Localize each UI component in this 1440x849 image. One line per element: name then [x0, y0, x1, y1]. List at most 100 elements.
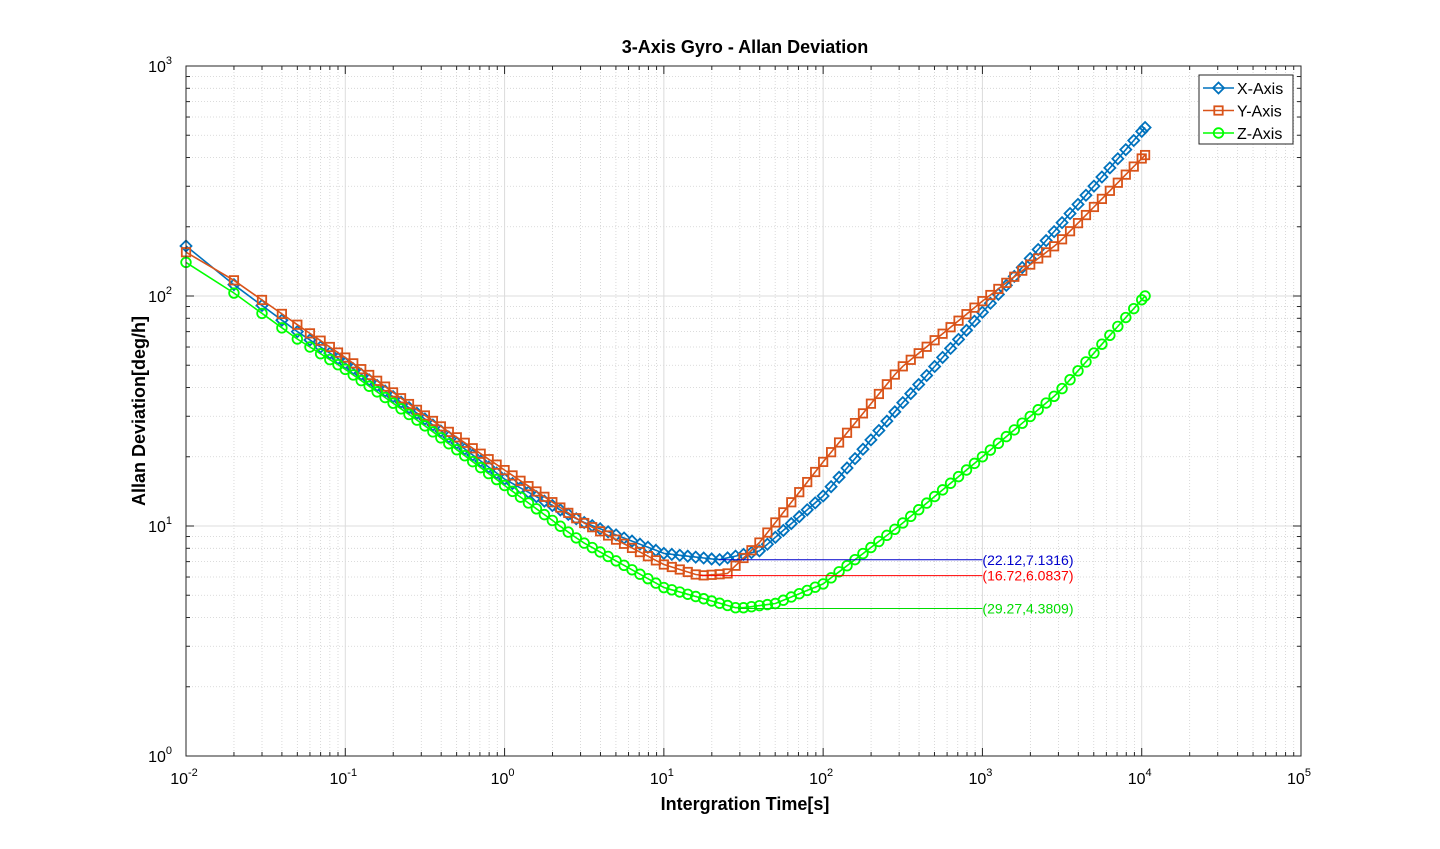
- data-point: [451, 432, 462, 443]
- data-point: [314, 348, 327, 360]
- series-line: [185, 154, 1146, 577]
- data-point: [680, 549, 695, 563]
- data-point: [936, 484, 949, 496]
- data-point: [380, 381, 391, 392]
- data-point: [682, 588, 694, 600]
- data-point: [905, 510, 917, 523]
- data-point: [817, 578, 829, 590]
- data-point: [833, 566, 845, 578]
- data-point: [482, 467, 495, 480]
- data-point: [539, 491, 550, 502]
- data-point: [658, 581, 670, 594]
- data-point: [840, 461, 854, 475]
- data-point: [228, 287, 240, 299]
- data-point: [419, 420, 431, 432]
- data-point: [697, 593, 710, 605]
- data-point: [770, 517, 781, 528]
- data-point: [826, 447, 837, 458]
- data-point: [1047, 224, 1061, 239]
- data-point: [1139, 149, 1151, 161]
- data-point: [935, 350, 950, 365]
- data-point: [1016, 417, 1028, 429]
- data-point: [1072, 218, 1084, 229]
- data-point: [633, 537, 647, 551]
- data-point: [467, 455, 479, 468]
- y-tick-label: 102: [148, 285, 172, 306]
- data-point: [754, 537, 765, 548]
- data-point: [522, 497, 535, 509]
- legend-item-x-axis: X-Axis: [1203, 81, 1283, 98]
- data-point: [864, 433, 878, 447]
- data-point: [952, 470, 965, 483]
- legend-item-z-axis: Z-Axis: [1203, 126, 1282, 143]
- data-point: [1000, 430, 1013, 443]
- data-point: [792, 509, 807, 524]
- data-point: [443, 438, 455, 450]
- data-point: [403, 408, 415, 421]
- data-point: [721, 599, 734, 612]
- data-point: [363, 380, 375, 392]
- data-point: [657, 546, 671, 561]
- data-point: [315, 335, 326, 346]
- data-point: [848, 451, 862, 466]
- x-tick-label: 101: [650, 767, 674, 788]
- legend-marker: [1211, 81, 1226, 95]
- data-point: [761, 598, 774, 611]
- x-tick-label: 102: [809, 767, 833, 788]
- data-point: [467, 443, 478, 454]
- data-point: [1048, 390, 1060, 402]
- data-point: [960, 464, 973, 476]
- data-point: [928, 490, 941, 503]
- x-tick-label: 100: [491, 767, 515, 788]
- data-point: [427, 415, 438, 427]
- data-point: [563, 507, 574, 518]
- data-point: [498, 479, 511, 492]
- data-point: [514, 491, 527, 503]
- data-point: [491, 459, 502, 470]
- data-point: [228, 275, 240, 286]
- annotation-label: (29.27,4.3809): [982, 600, 1073, 616]
- data-point: [1064, 374, 1076, 386]
- data-point: [324, 341, 335, 353]
- data-point: [372, 375, 383, 386]
- data-point: [849, 417, 861, 429]
- data-point: [913, 348, 924, 359]
- data-point: [499, 465, 510, 476]
- data-point: [745, 600, 758, 613]
- chart-title: 3-Axis Gyro - Allan Deviation: [622, 37, 868, 57]
- data-point: [387, 387, 399, 398]
- data-point: [945, 322, 956, 333]
- data-point: [753, 599, 766, 612]
- data-point: [969, 302, 980, 313]
- data-point: [865, 541, 877, 554]
- data-point: [881, 529, 893, 542]
- annotation-layer: (22.12,7.1316)(16.72,6.0837) (29.27,4.380…: [699, 552, 1074, 616]
- legend-item-y-axis: Y-Axis: [1203, 104, 1282, 121]
- data-point: [992, 437, 1005, 450]
- data-point: [943, 341, 958, 356]
- data-point: [348, 358, 359, 369]
- data-point: [1055, 215, 1069, 230]
- data-point: [347, 369, 359, 381]
- data-point: [490, 473, 503, 486]
- data-point: [395, 403, 407, 415]
- data-point: [959, 323, 974, 338]
- data-point: [340, 352, 351, 363]
- data-point: [379, 391, 391, 404]
- data-point: [395, 393, 407, 404]
- plot-frame: [185, 65, 1302, 757]
- data-point: [730, 560, 741, 571]
- data-point: [411, 404, 423, 415]
- data-point: [810, 466, 821, 478]
- data-point: [1111, 151, 1125, 166]
- data-point: [880, 414, 894, 428]
- major-grid: [186, 66, 1301, 756]
- data-point: [738, 552, 749, 564]
- data-point: [746, 545, 757, 556]
- data-point: [292, 319, 303, 330]
- data-point: [888, 405, 902, 419]
- data-point: [531, 486, 542, 497]
- data-point: [1079, 188, 1093, 203]
- data-point: [704, 552, 719, 566]
- data-point: [784, 516, 799, 531]
